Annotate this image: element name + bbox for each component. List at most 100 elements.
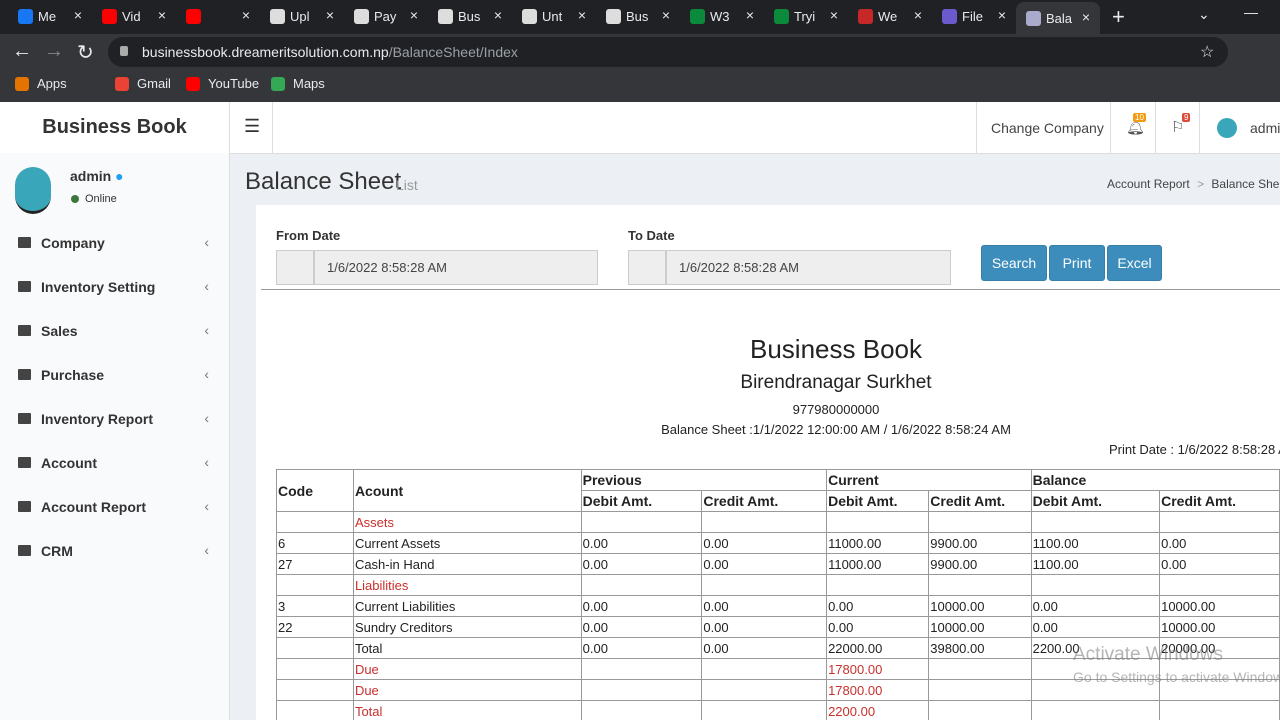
table-cell: 2200.00: [1030, 637, 1161, 659]
bookmark-icon: [115, 77, 129, 91]
url-host: businessbook.dreameritsolution.com.np: [142, 44, 389, 60]
menu-item[interactable]: CRM ‹: [0, 530, 229, 574]
page-subtitle: List: [396, 177, 418, 193]
change-company[interactable]: Change Company: [991, 120, 1104, 136]
omnibox[interactable]: [108, 37, 1228, 67]
tab[interactable]: Me ×: [8, 0, 92, 34]
table-cell: [580, 679, 703, 701]
tab[interactable]: W3 ×: [680, 0, 764, 34]
minimize[interactable]: —: [1244, 4, 1258, 20]
divider: [272, 102, 273, 153]
subheader-row: Debit Amt. Credit Amt. Debit Amt. Credit Am…: [277, 490, 1280, 512]
table-cell: [276, 511, 354, 533]
sidebar-toggle[interactable]: ☰: [244, 116, 261, 136]
bookmark[interactable]: YouTube: [208, 76, 260, 91]
tab-close: ×: [577, 7, 586, 23]
tab-icon: [18, 9, 33, 24]
notification-badge: 10: [1133, 113, 1146, 122]
tab[interactable]: Vid ×: [92, 0, 176, 34]
to-input[interactable]: [666, 250, 951, 285]
menu-chevron: ‹: [204, 542, 209, 558]
menu-label: Inventory Report: [41, 411, 154, 427]
tab-icon: [942, 9, 957, 24]
brand[interactable]: Business Book: [0, 102, 230, 153]
menu-label: Account Report: [41, 499, 146, 515]
header-avatar[interactable]: [1217, 118, 1237, 138]
from-input[interactable]: [314, 250, 598, 285]
print-button[interactable]: Print: [1049, 245, 1105, 281]
table-cell: [928, 511, 1032, 533]
table-cell: 39800.00: [928, 637, 1032, 659]
menu-label: Inventory Setting: [41, 279, 156, 295]
sidebar-user: admin ●: [70, 168, 124, 184]
table-cell: [701, 679, 828, 701]
tab[interactable]: Bala ×: [1016, 2, 1100, 34]
menu-item[interactable]: Sales ‹: [0, 310, 229, 354]
tab-close: ×: [73, 7, 82, 23]
tab-title: W3: [710, 9, 730, 24]
table-cell: 0.00: [1030, 595, 1161, 617]
excel-button[interactable]: Excel: [1107, 245, 1162, 281]
menu-item[interactable]: Company ‹: [0, 222, 229, 266]
table-cell: [928, 658, 1032, 680]
header-user[interactable]: admin: [1250, 120, 1280, 136]
back[interactable]: ←: [12, 40, 32, 62]
flag-icon[interactable]: ⚐: [1171, 119, 1185, 136]
search-button[interactable]: Search: [981, 245, 1047, 281]
table-cell: Current Assets: [352, 532, 582, 554]
tab-close: ×: [241, 7, 250, 23]
bookmark[interactable]: Apps: [37, 76, 67, 91]
flag-badge: 9: [1182, 113, 1191, 122]
tab[interactable]: Pay ×: [344, 0, 428, 34]
tab[interactable]: Upl ×: [260, 0, 344, 34]
tab-close: ×: [409, 7, 418, 23]
table-cell: [701, 574, 828, 596]
menu-item[interactable]: Purchase ‹: [0, 354, 229, 398]
from-label: From Date: [276, 228, 341, 243]
table-cell: [580, 658, 703, 680]
report-period: Balance Sheet :1/1/2022 12:00:00 AM / 1/…: [661, 422, 1011, 437]
report-address: Birendranagar Surkhet: [740, 372, 932, 393]
tab-icon: [186, 9, 201, 24]
reload[interactable]: ↻: [77, 42, 94, 64]
table-cell: 0.00: [580, 595, 703, 617]
tab[interactable]: Bus ×: [428, 0, 512, 34]
bookmark[interactable]: Maps: [293, 76, 325, 91]
menu-icon: [18, 237, 31, 248]
tab-title: Unt: [542, 9, 563, 24]
tab[interactable]: File ×: [932, 0, 1016, 34]
menu-chevron: ‹: [204, 322, 209, 338]
tab[interactable]: We ×: [848, 0, 932, 34]
tab[interactable]: Unt ×: [512, 0, 596, 34]
tab-title: Me: [38, 9, 57, 24]
tab-icon: [606, 9, 621, 24]
tab-close: ×: [1081, 9, 1090, 25]
bookmark[interactable]: Gmail: [137, 76, 171, 91]
balance-table: Code Acount Previous Current Balance Debit Am…: [276, 469, 1280, 720]
menu-item[interactable]: Inventory Setting ‹: [0, 266, 229, 310]
tab-close: ×: [829, 7, 838, 23]
table-cell: [276, 679, 354, 701]
menu-item[interactable]: Account ‹: [0, 442, 229, 486]
sidebar-avatar: [15, 167, 51, 214]
table-cell: Current Liabilities: [352, 595, 582, 617]
bookmark-star[interactable]: ☆: [1200, 44, 1215, 61]
tab-search[interactable]: ⌄: [1198, 6, 1210, 22]
subheader-cell: Debit Amt.: [1030, 490, 1161, 512]
table-cell: 6: [276, 532, 354, 554]
menu-item[interactable]: Account Report ‹: [0, 486, 229, 530]
tab[interactable]: Bus ×: [596, 0, 680, 34]
url-path: /BalanceSheet/Index: [388, 44, 518, 60]
new-tab[interactable]: +: [1112, 4, 1125, 29]
bell-icon[interactable]: 🔔︎: [1126, 119, 1146, 136]
tab[interactable]: ×: [176, 0, 260, 34]
menu-label: Company: [41, 235, 105, 251]
tab-title: Upl: [290, 9, 310, 24]
tab-icon: [858, 9, 873, 24]
forward: →: [44, 40, 64, 62]
tab-icon: [522, 9, 537, 24]
breadcrumb-item[interactable]: Account Report: [1107, 177, 1190, 191]
sidebar: [0, 153, 230, 720]
tab[interactable]: Tryi ×: [764, 0, 848, 34]
menu-item[interactable]: Inventory Report ‹: [0, 398, 229, 442]
